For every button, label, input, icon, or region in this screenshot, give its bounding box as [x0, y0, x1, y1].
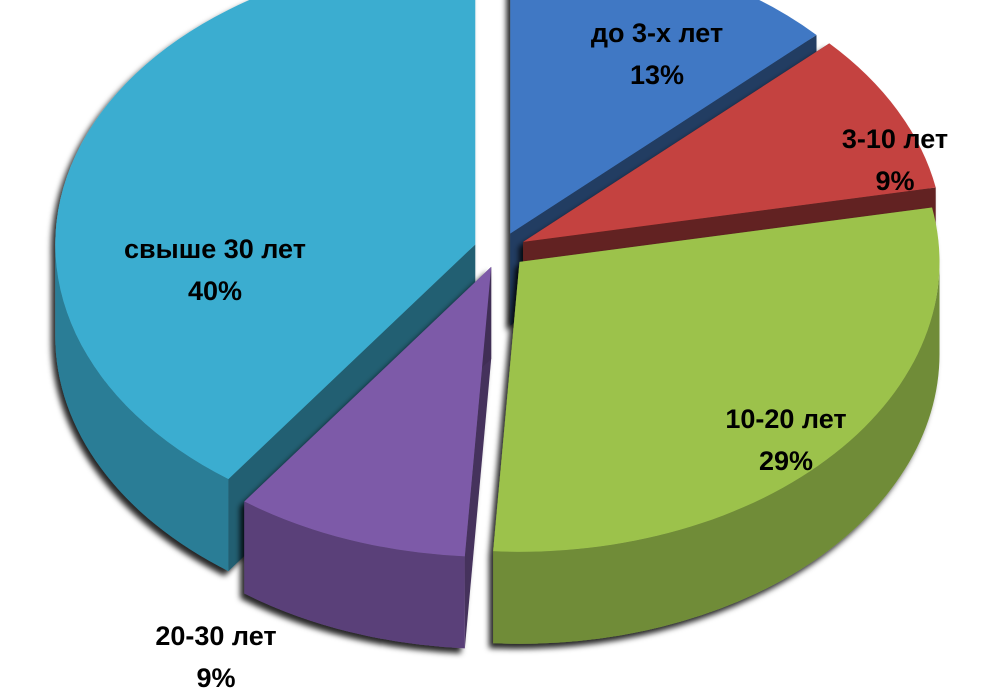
- slice-label-4: 20-30 лет: [155, 621, 276, 651]
- pie-slice-3-top: [493, 207, 940, 552]
- pie-slices: [55, 0, 940, 649]
- pie-slice-4: [244, 266, 492, 649]
- pie-slice-4-side: [244, 501, 465, 649]
- pie-slice-1-top: [510, 0, 817, 234]
- pie-slice-3-side: [493, 261, 940, 644]
- slice-label-3: 10-20 лет: [725, 404, 846, 434]
- slice-value-label-5: 40%: [188, 276, 242, 306]
- pie-labels: до 3-х лет 13% 3-10 лет 9% 10-20 лет 29% 20-30…: [124, 18, 948, 693]
- slice-value-label-2: 9%: [875, 166, 914, 196]
- slice-value-label-1: 13%: [630, 60, 684, 90]
- pie-slice-3: [493, 207, 940, 644]
- pie-slice-4-top: [244, 266, 492, 557]
- pie-slice-5-side: [55, 244, 229, 572]
- slice-value-label-3: 29%: [759, 446, 813, 476]
- slice-label-1: до 3-х лет: [591, 18, 723, 48]
- slice-value-label-4: 9%: [196, 663, 235, 693]
- pie-slice-5-top: [55, 0, 476, 480]
- pie-slice-2-top: [523, 43, 936, 242]
- slice-label-2: 3-10 лет: [842, 124, 948, 154]
- slice-label-5: свыше 30 лет: [124, 234, 306, 264]
